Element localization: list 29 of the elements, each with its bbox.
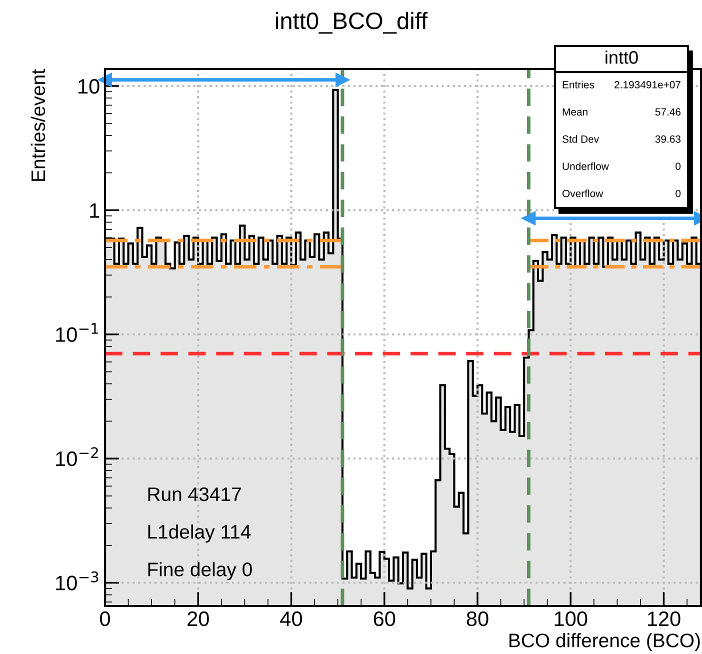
annotation: L1delay 114	[148, 524, 251, 543]
x-tick-label: 80	[466, 611, 488, 626]
text: intt0	[606, 50, 638, 64]
x-tick-label: 60	[374, 611, 396, 626]
y-tick-label: 10	[78, 78, 100, 94]
annotation: 0	[676, 190, 681, 198]
annotation: Fine delay 0	[148, 562, 252, 580]
y-tick-label: 10$^{−2}$	[56, 447, 98, 466]
annotation: Mean	[562, 108, 588, 116]
y-tick-label: 10$^{−3}$	[56, 571, 98, 590]
annotation: Run 43417	[148, 487, 241, 502]
y-axis-title: Entries/event	[30, 69, 46, 181]
x-tick-label: 20	[188, 611, 209, 626]
annotation: Std Dev	[562, 135, 600, 143]
x-tick-label: 40	[280, 611, 302, 626]
x-tick-label: 120	[648, 611, 680, 626]
x-tick-label: 0	[100, 611, 110, 626]
annotation: Entries	[562, 80, 594, 88]
annotation: 57.46	[655, 108, 681, 116]
annotation: Underflow	[562, 162, 609, 170]
x-tick-label: 100	[554, 611, 588, 626]
annotation: Overflow	[562, 190, 604, 198]
y-tick-label: 1	[90, 203, 100, 218]
annotation: 39.63	[655, 135, 681, 143]
y-tick-label: 10$^{−1}$	[56, 323, 98, 342]
chart-title: intt0_BCO_diff	[276, 12, 428, 34]
annotation: 0	[676, 162, 681, 170]
x-axis-title: BCO difference (BCO)	[510, 633, 700, 652]
annotation: 2.193491e+07	[614, 81, 680, 88]
